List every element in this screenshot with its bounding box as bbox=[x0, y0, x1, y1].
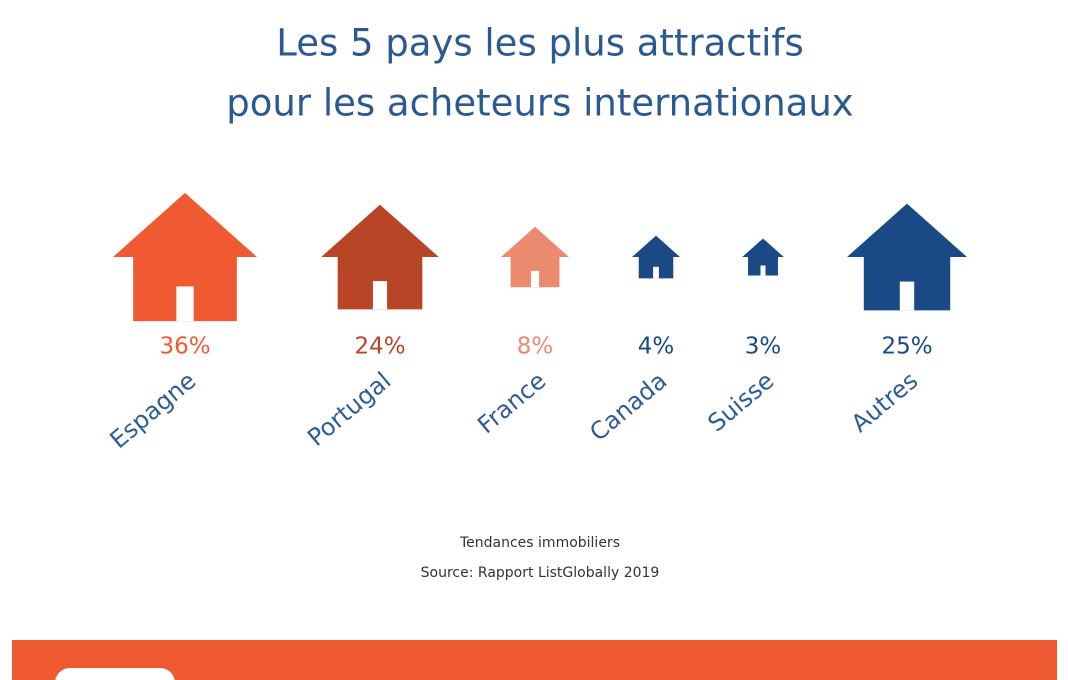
door bbox=[653, 266, 659, 279]
category-label: Suisse bbox=[702, 367, 779, 438]
door bbox=[899, 281, 915, 311]
house bbox=[501, 226, 569, 288]
door bbox=[760, 265, 766, 276]
house bbox=[742, 238, 784, 276]
note: Tendances immobiliers bbox=[459, 535, 620, 551]
value-label: 8% bbox=[517, 334, 554, 360]
category-label: France bbox=[472, 367, 551, 440]
category-label: Canada bbox=[584, 367, 672, 447]
footer-pill bbox=[55, 668, 175, 680]
value-label: 25% bbox=[881, 334, 932, 360]
chart-title: Les 5 pays les plus attractifs bbox=[276, 22, 804, 65]
house bbox=[113, 192, 257, 322]
value-label: 4% bbox=[638, 334, 675, 360]
house bbox=[632, 235, 680, 279]
category-label: Autres bbox=[846, 367, 923, 438]
door bbox=[372, 281, 388, 310]
category-label: Portugal bbox=[302, 367, 396, 452]
value-label: 3% bbox=[745, 334, 782, 360]
house bbox=[847, 203, 967, 311]
value-label: 24% bbox=[354, 334, 405, 360]
chart-title: pour les acheteurs internationaux bbox=[226, 82, 853, 125]
door bbox=[530, 270, 540, 288]
category-label: Espagne bbox=[105, 367, 202, 455]
door bbox=[176, 286, 194, 322]
note: Source: Rapport ListGlobally 2019 bbox=[421, 565, 660, 581]
house bbox=[321, 204, 439, 310]
value-label: 36% bbox=[159, 334, 210, 360]
footer-bar bbox=[12, 640, 1057, 680]
